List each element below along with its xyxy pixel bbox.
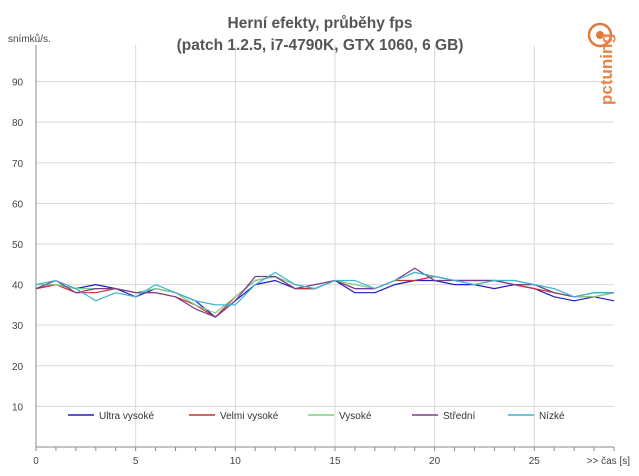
x-axis-ticks: 0 5 10 15 20 25 [33,447,615,467]
series-lines [35,267,615,318]
y-tick-label: 20 [12,362,24,373]
pctuning-logo: pctuning [587,22,616,105]
legend-label: Nízké [539,411,565,422]
series-line-3 [36,271,615,314]
legend: Ultra vysoké Velmi vysoké Vysoké Střední Níz… [68,411,565,422]
legend-label: Velmi vysoké [220,411,279,422]
y-tick-label: 90 [12,78,24,89]
series-line-5 [35,271,614,306]
x-tick-label: 25 [529,456,541,467]
series-line-4 [35,267,614,318]
y-axis-ticks: 10 20 30 40 50 60 70 80 90 [12,78,24,414]
y-tick-label: 50 [12,240,24,251]
series-line-1 [35,279,615,318]
legend-label: Vysoké [339,411,372,422]
x-tick-label: 10 [230,456,242,467]
watermark-text: pctuning [597,33,616,105]
x-axis-label: >> čas [s] [587,456,631,467]
chart-title: Herní efekty, průběhy fps [228,15,413,32]
x-tick-label: 20 [429,456,441,467]
gridlines [35,45,614,448]
y-tick-label: 40 [12,281,24,292]
legend-label: Ultra vysoké [99,411,154,422]
x-tick-label: 15 [329,456,341,467]
y-tick-label: 60 [12,199,24,210]
y-tick-label: 80 [12,118,24,129]
y-tick-label: 10 [12,402,24,413]
x-tick-label: 0 [33,456,39,467]
y-axis-label: snímků/s. [8,33,51,45]
legend-label: Střední [443,411,475,422]
chart-subtitle: (patch 1.2.5, i7-4790K, GTX 1060, 6 GB) [177,37,464,54]
y-tick-label: 30 [12,321,24,332]
y-tick-label: 70 [12,159,24,170]
x-tick-label: 5 [133,456,139,467]
